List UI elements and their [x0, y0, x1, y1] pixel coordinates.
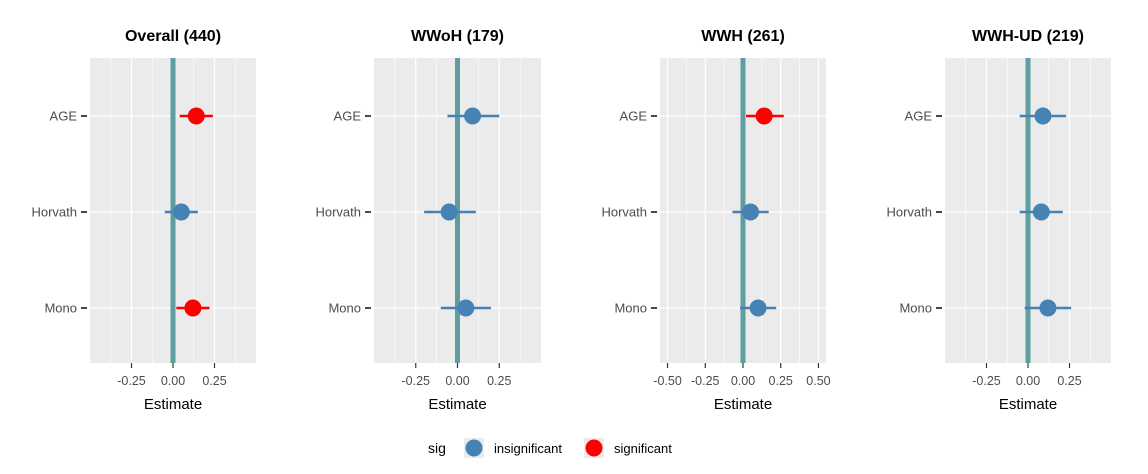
estimate-point-mono [184, 299, 202, 317]
x-tick-label: 0.25 [1057, 374, 1081, 388]
y-tick-label-mono: Mono [899, 301, 932, 316]
x-axis-title: Estimate [714, 396, 772, 413]
panel-4: WWH-UD (219) AGE Horvath Mono -0.25 0.00 0.25E… [886, 28, 1111, 413]
estimate-point-horvath [172, 203, 190, 221]
panel-title: Overall (440) [125, 28, 221, 45]
legend-key-significant [585, 439, 603, 457]
y-tick-label-horvath: Horvath [601, 205, 647, 220]
x-axis-title: Estimate [428, 396, 486, 413]
x-axis-title: Estimate [999, 396, 1057, 413]
y-tick-label-horvath: Horvath [886, 205, 932, 220]
y-tick-label-horvath: Horvath [315, 205, 361, 220]
estimate-point-age [187, 107, 205, 125]
y-tick-label-horvath: Horvath [31, 205, 77, 220]
x-axis-title: Estimate [144, 396, 202, 413]
x-tick-label: 0.00 [445, 374, 469, 388]
y-tick-label-age: AGE [620, 109, 648, 124]
legend-key-insignificant [465, 439, 483, 457]
legend-label-insignificant: insignificant [494, 441, 562, 456]
x-tick-label: 0.00 [161, 374, 185, 388]
panel-title: WWoH (179) [411, 28, 504, 45]
estimate-point-age [755, 107, 773, 125]
x-tick-label: -0.50 [653, 374, 682, 388]
x-tick-label: -0.25 [972, 374, 1001, 388]
x-tick-label: 0.00 [731, 374, 755, 388]
x-tick-label: -0.25 [117, 374, 146, 388]
x-tick-label: 0.25 [769, 374, 793, 388]
panel-title: WWH (261) [701, 28, 785, 45]
panel-2: WWoH (179) AGE Horvath Mono -0.25 0.00 0.25Est… [315, 28, 541, 413]
legend-title: sig [428, 440, 446, 456]
y-tick-label-age: AGE [905, 109, 933, 124]
legend-label-significant: significant [614, 441, 672, 456]
estimate-point-horvath [440, 203, 458, 221]
x-tick-label: 0.50 [806, 374, 830, 388]
estimate-point-mono [749, 299, 767, 317]
estimate-point-horvath [742, 203, 760, 221]
estimate-point-mono [457, 299, 475, 317]
x-tick-label: -0.25 [691, 374, 720, 388]
x-tick-label: -0.25 [402, 374, 431, 388]
x-tick-label: 0.00 [1016, 374, 1040, 388]
panel-3: WWH (261) AGE Horvath Mono -0.50 -0.25 0.00 0.2… [601, 28, 830, 413]
panel-1: Overall (440) AGE Horvath Mono -0.25 0.00 0.25… [31, 28, 256, 413]
legend: sig insignificant significant [428, 438, 672, 458]
x-tick-label: 0.25 [202, 374, 226, 388]
x-tick-label: 0.25 [487, 374, 511, 388]
estimate-point-age [1034, 107, 1052, 125]
y-tick-label-mono: Mono [614, 301, 647, 316]
y-tick-label-mono: Mono [328, 301, 361, 316]
y-tick-label-mono: Mono [44, 301, 77, 316]
estimate-point-age [464, 107, 482, 125]
estimate-point-horvath [1032, 203, 1050, 221]
estimate-point-mono [1039, 299, 1057, 317]
panel-title: WWH-UD (219) [972, 28, 1084, 45]
y-tick-label-age: AGE [334, 109, 362, 124]
y-tick-label-age: AGE [50, 109, 78, 124]
